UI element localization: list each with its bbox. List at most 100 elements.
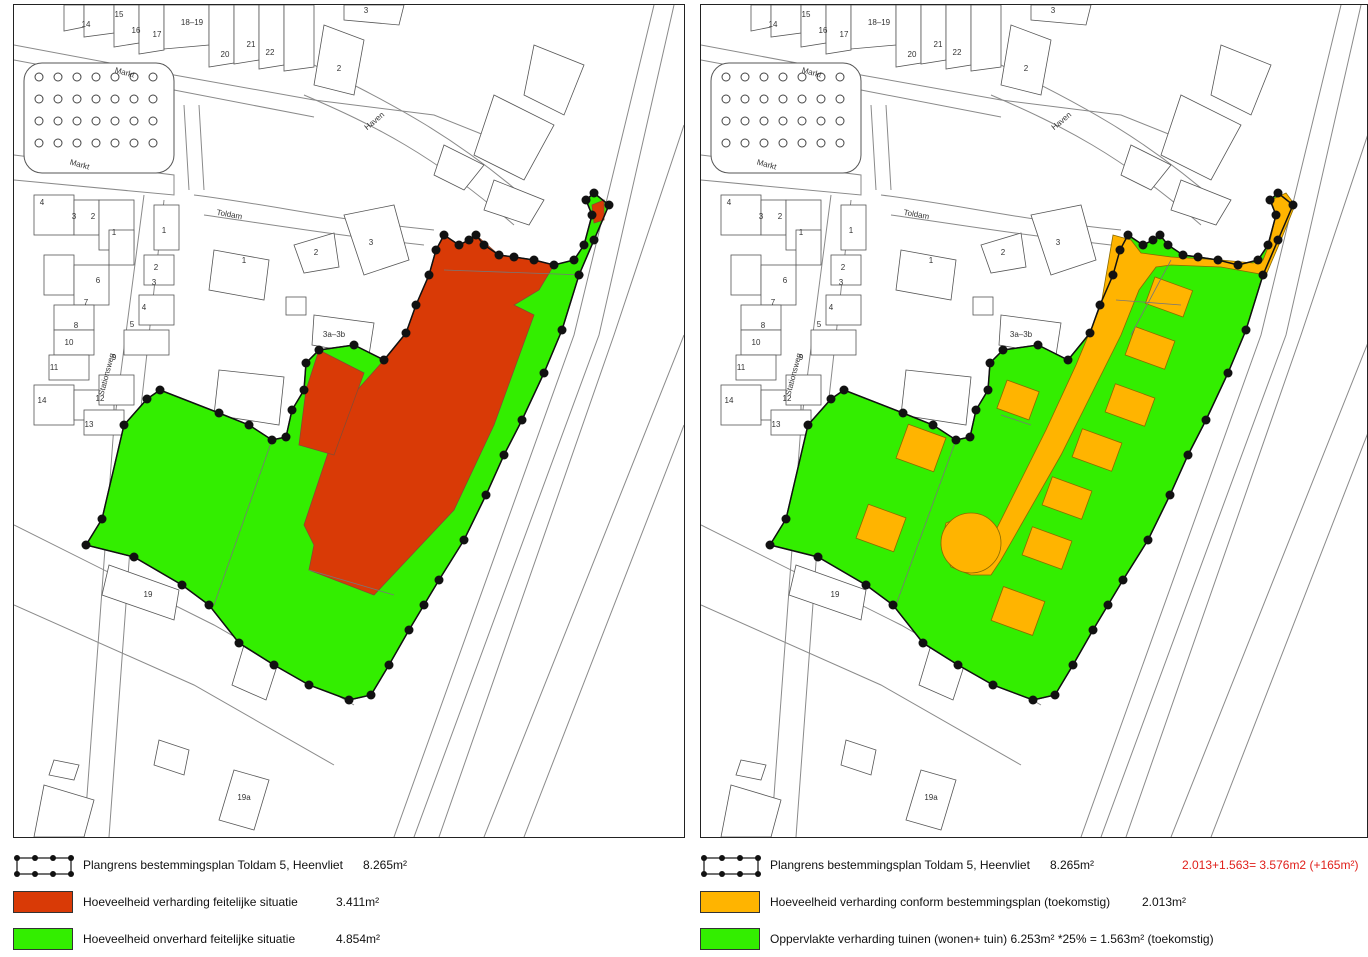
paved-value: 3.411m² (336, 895, 380, 909)
map-label-house-3c: 3 (152, 278, 157, 287)
building-top-6 (920, 5, 947, 65)
building-west-9 (33, 384, 75, 426)
map-label-house-1b: 1 (929, 256, 934, 265)
boundary-marker-icon (539, 368, 549, 378)
building-west-5 (73, 264, 110, 306)
map-label-house-7: 7 (84, 298, 89, 307)
road-main-4 (483, 334, 684, 837)
building-west-0 (720, 194, 762, 236)
building-west-13 (138, 294, 175, 326)
unpaved-swatch (13, 928, 73, 950)
market-tree-icon (34, 138, 44, 148)
map-label-house-18-19: 18–19 (868, 18, 891, 27)
boundary-marker-icon (1108, 270, 1118, 280)
building-west-9 (720, 384, 762, 426)
boundary-marker-icon (129, 552, 139, 562)
building-ne-1 (523, 44, 585, 116)
paved-future-lot-6 (990, 586, 1046, 636)
boundary-marker-icon (988, 680, 998, 690)
boundary-marker-icon (965, 432, 975, 442)
map-label-house-5: 5 (130, 320, 135, 329)
boundary-marker-icon (888, 600, 898, 610)
map-label-house-19a: 19a (237, 793, 251, 802)
building-top-4 (163, 5, 210, 50)
boundary-marker-icon (928, 420, 938, 430)
boundary-marker-icon (1068, 660, 1078, 670)
map-label-house-10: 10 (65, 338, 74, 347)
building-west-12 (830, 254, 862, 286)
road-main-4 (1170, 343, 1367, 837)
building-ne-1 (1210, 44, 1272, 116)
boundary-marker-icon (244, 420, 254, 430)
map-label-house-10: 10 (752, 338, 761, 347)
street-haven-south (990, 94, 1202, 226)
paved-future-lot-9 (996, 379, 1040, 421)
market-tree-icon (835, 116, 845, 126)
map-label-house-2: 2 (91, 212, 96, 221)
boundary-marker-icon (481, 490, 491, 500)
building-west-14 (810, 329, 857, 356)
paved-existing-shed (298, 349, 365, 456)
market-tree-icon (148, 116, 158, 126)
boundary-marker-icon (366, 690, 376, 700)
building-3 (1030, 204, 1097, 276)
paved-future-turning-circle (940, 512, 1002, 574)
boundary-marker-icon (918, 638, 928, 648)
road-main-5 (523, 424, 684, 837)
building-west-3 (108, 229, 135, 266)
boundary-marker-icon (604, 200, 614, 210)
market-tree-icon (72, 138, 82, 148)
market-tree-icon (53, 116, 63, 126)
boundary-marker-icon (177, 580, 187, 590)
legend-existing: Plangrens bestemmingsplan Toldam 5, Heen… (13, 850, 683, 955)
market-tree-icon (816, 94, 826, 104)
boundary-marker-icon (1115, 245, 1125, 255)
boundary-marker-icon (1028, 695, 1038, 705)
map-label-house-14: 14 (769, 20, 778, 29)
market-tree-icon (797, 72, 807, 82)
market-tree-icon (778, 94, 788, 104)
market-tree-icon (72, 94, 82, 104)
paved-future-value: 2.013m² (1142, 895, 1187, 909)
boundary-marker-icon (1201, 415, 1211, 425)
map-label-house-2: 2 (778, 212, 783, 221)
boundary-marker-icon (1273, 188, 1283, 198)
market-tree-icon (148, 94, 158, 104)
map-label-house-12: 12 (783, 394, 792, 403)
paved-future-lot-7 (895, 423, 947, 473)
map-label-house-1c: 1 (162, 226, 167, 235)
building-small (285, 296, 307, 316)
market-tree-icon (148, 72, 158, 82)
boundary-marker-icon (214, 408, 224, 418)
boundary-marker-icon (384, 660, 394, 670)
road-main-2 (413, 5, 675, 837)
boundary-marker-icon (587, 210, 597, 220)
road-main-1 (1080, 5, 1342, 837)
market-tree-icon (816, 116, 826, 126)
map-label-house-16: 16 (132, 26, 141, 35)
building-19 (788, 564, 867, 621)
building-top-8 (283, 5, 315, 72)
market-tree-icon (797, 138, 807, 148)
building-west-1 (73, 199, 100, 236)
building-top-3 (825, 5, 852, 55)
market-tree-icon (721, 116, 731, 126)
market-tree-icon (129, 94, 139, 104)
road-main-3 (438, 124, 684, 837)
map-label-house-3a3b: 3a–3b (323, 330, 346, 339)
market-tree-icon (91, 116, 101, 126)
boundary-marker-icon (1271, 210, 1281, 220)
boundary-marker-icon (813, 552, 823, 562)
building-19 (101, 564, 180, 621)
map-label-house-11: 11 (737, 363, 746, 372)
building-ne-3 (1120, 144, 1172, 191)
boundary-marker-icon (1265, 195, 1275, 205)
market-tree-icon (740, 138, 750, 148)
market-tree-icon (740, 116, 750, 126)
boundary-marker-icon (1213, 255, 1223, 265)
legend-row-unpaved: Hoeveelheid onverhard feitelijke situati… (13, 928, 683, 952)
map-label-house-1c: 1 (849, 226, 854, 235)
boundary-marker-icon (287, 405, 297, 415)
paved-future-label: Hoeveelheid verharding conform bestemmin… (770, 895, 1111, 909)
